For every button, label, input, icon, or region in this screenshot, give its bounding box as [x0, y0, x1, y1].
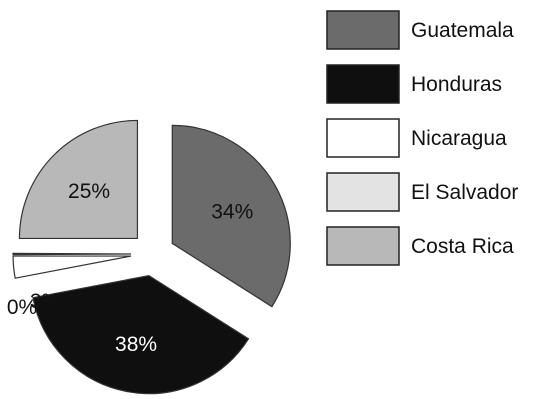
pie-slices: [12, 119, 291, 395]
legend-item-honduras: Honduras: [326, 64, 502, 104]
legend-item-guatemala: Guatemala: [326, 10, 514, 50]
slice-el-salvador: [12, 252, 132, 256]
legend-item-el-salvador: El Salvador: [326, 172, 518, 212]
legend-item-nicaragua: Nicaragua: [326, 118, 507, 158]
legend-label-nicaragua: Nicaragua: [411, 127, 507, 150]
legend-label-guatemala: Guatemala: [411, 19, 514, 42]
legend-item-costa-rica: Costa Rica: [326, 226, 514, 266]
slice-costa-rica: [18, 119, 139, 240]
data-label-costa-rica: 25%: [68, 180, 110, 203]
slice-honduras: [32, 274, 250, 395]
legend-swatch-costa-rica: [326, 226, 400, 266]
data-label-honduras: 38%: [115, 333, 157, 356]
data-labels: 34% 38% 3%0% 25%: [7, 180, 253, 356]
slice-guatemala: [171, 124, 291, 308]
legend-swatch-el-salvador: [326, 172, 400, 212]
legend-label-honduras: Honduras: [411, 73, 502, 96]
legend-swatch-nicaragua: [326, 118, 400, 158]
legend-swatch-honduras: [326, 64, 400, 104]
data-label-nicaragua: 3%: [30, 290, 60, 313]
legend-swatch-guatemala: [326, 10, 400, 50]
legend-label-el-salvador: El Salvador: [411, 181, 518, 204]
legend-label-costa-rica: Costa Rica: [411, 235, 514, 258]
slice-nicaragua: [12, 255, 132, 279]
legend: Guatemala Honduras Nicaragua El Salvador Cos…: [326, 10, 518, 266]
data-label-el-salvador: 0%: [7, 296, 37, 319]
data-label-guatemala: 34%: [211, 200, 253, 223]
